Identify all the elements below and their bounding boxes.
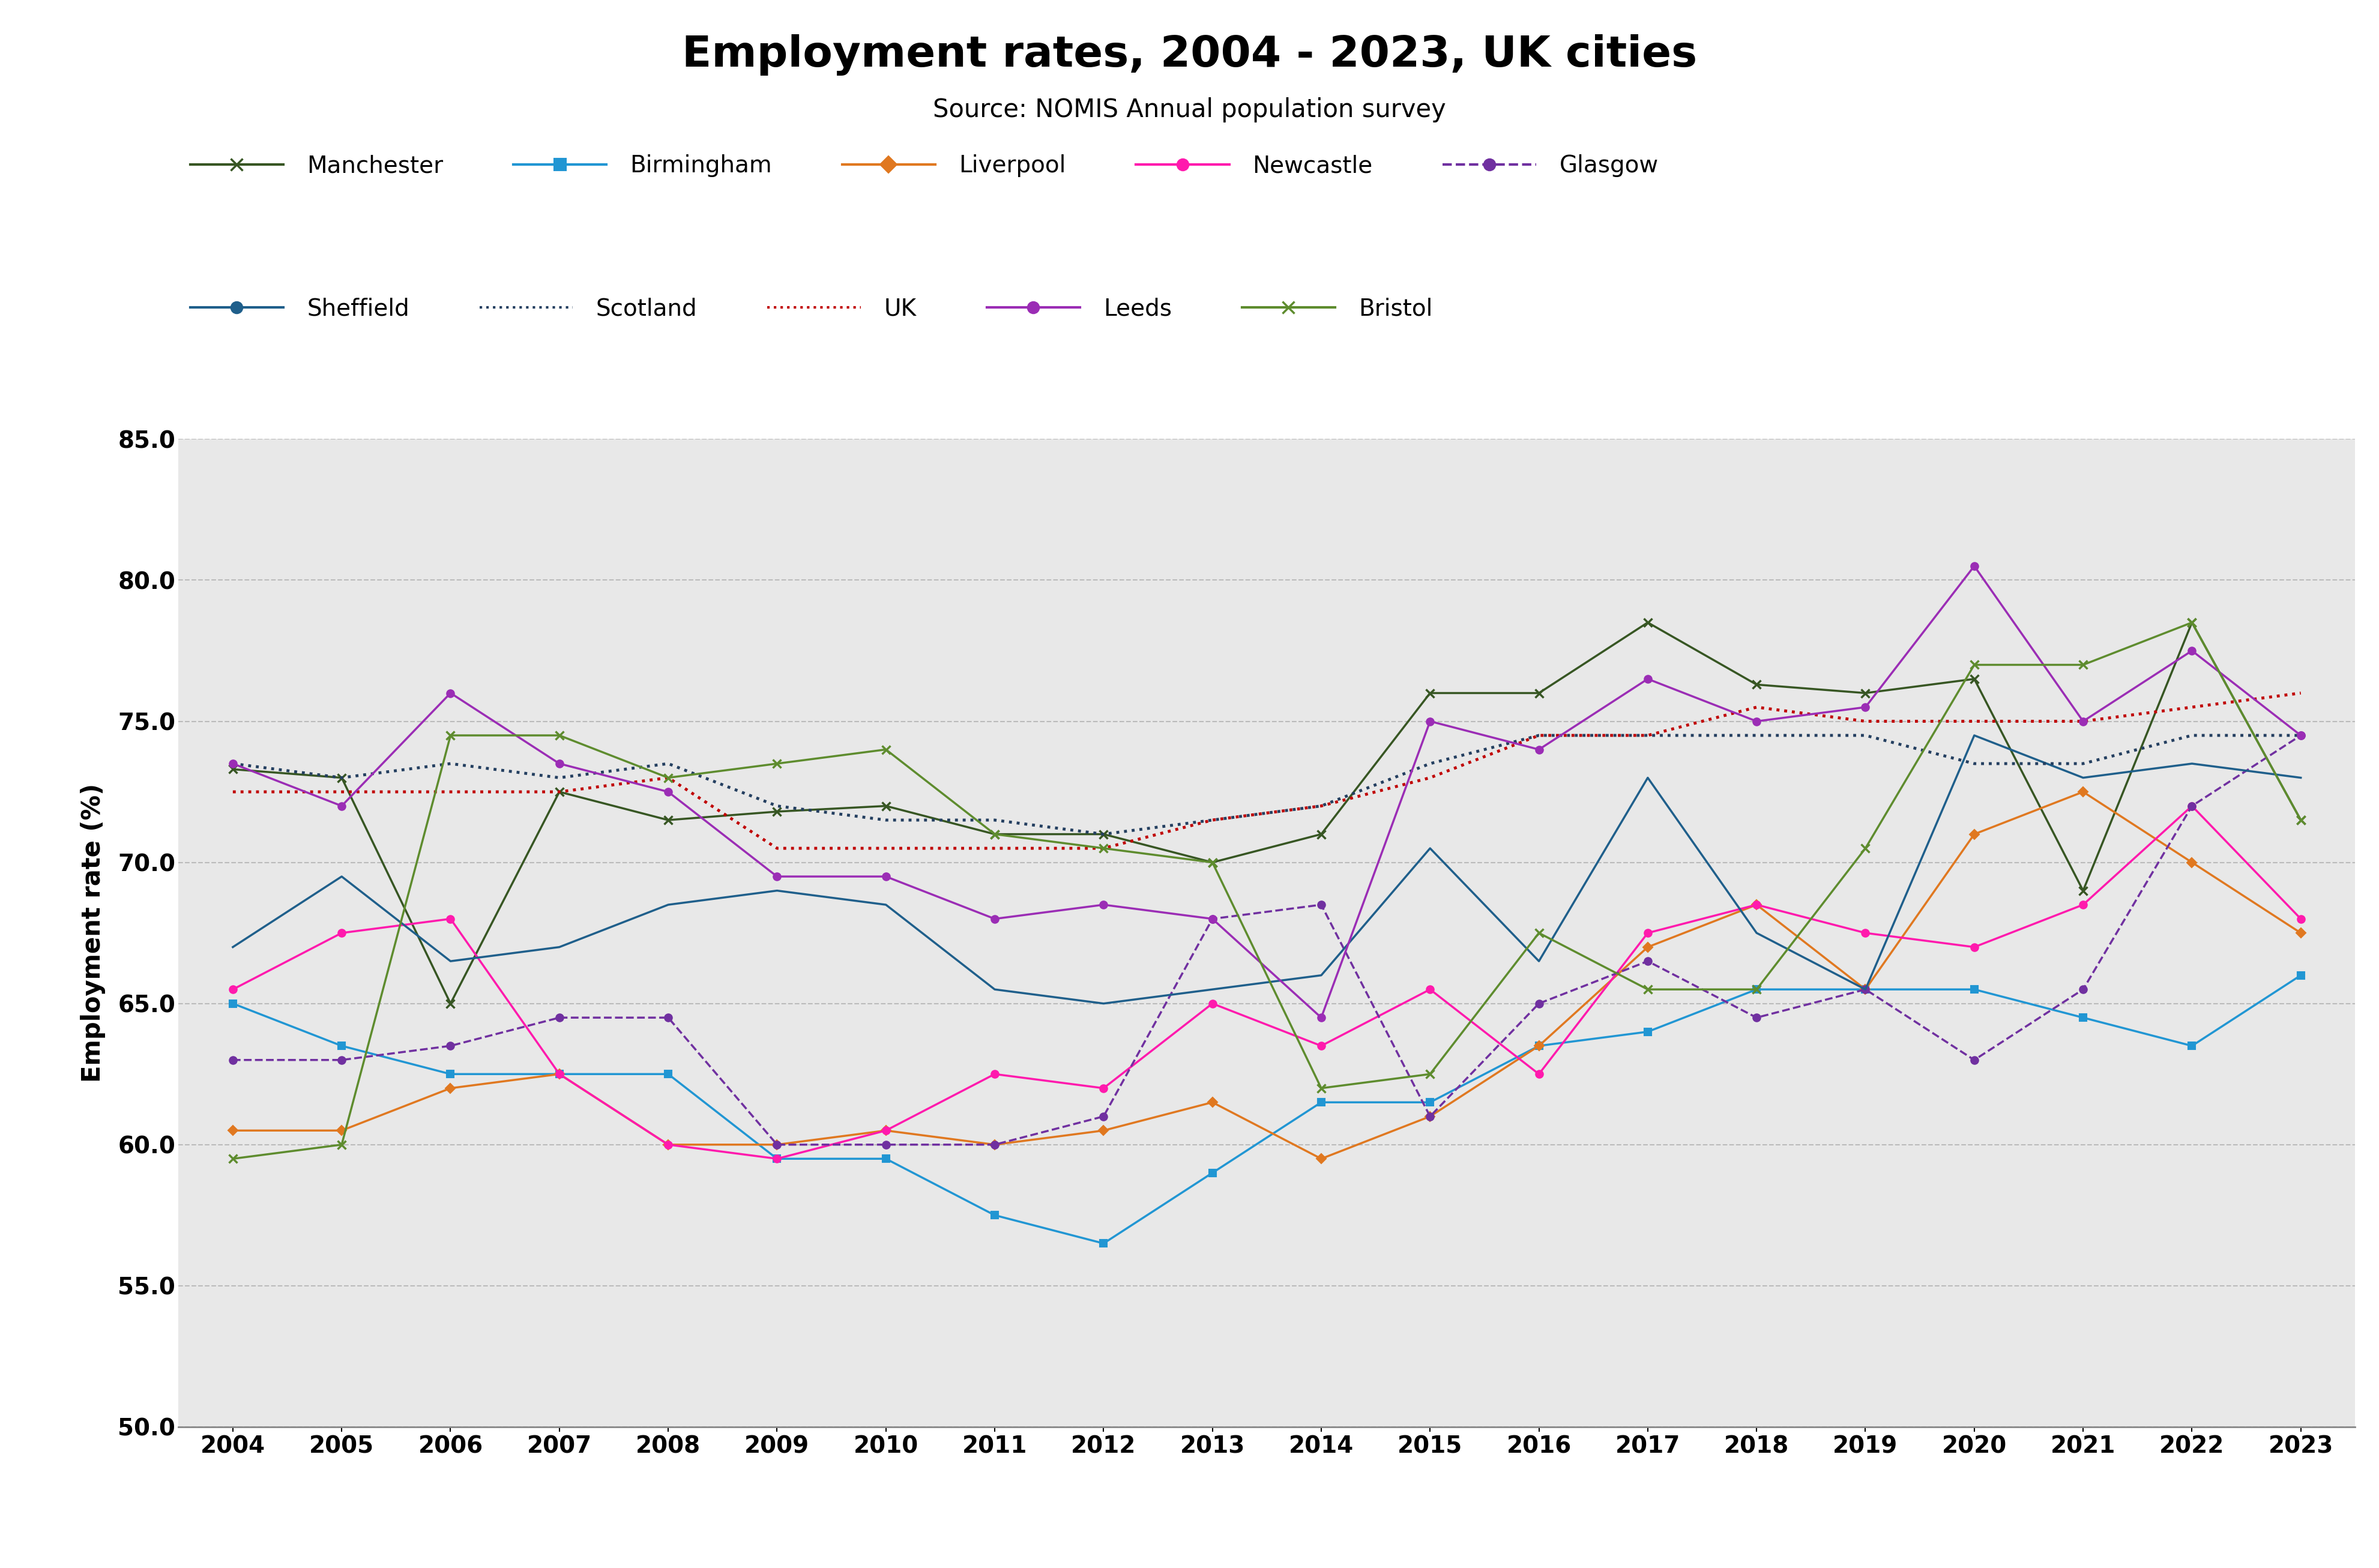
Text: Employment rates, 2004 - 2023, UK cities: Employment rates, 2004 - 2023, UK cities (683, 34, 1696, 75)
Y-axis label: Employment rate (%): Employment rate (%) (81, 784, 105, 1082)
Legend: Sheffield, Scotland, UK, Leeds, Bristol: Sheffield, Scotland, UK, Leeds, Bristol (190, 298, 1432, 320)
Text: Source: NOMIS Annual population survey: Source: NOMIS Annual population survey (933, 97, 1446, 122)
